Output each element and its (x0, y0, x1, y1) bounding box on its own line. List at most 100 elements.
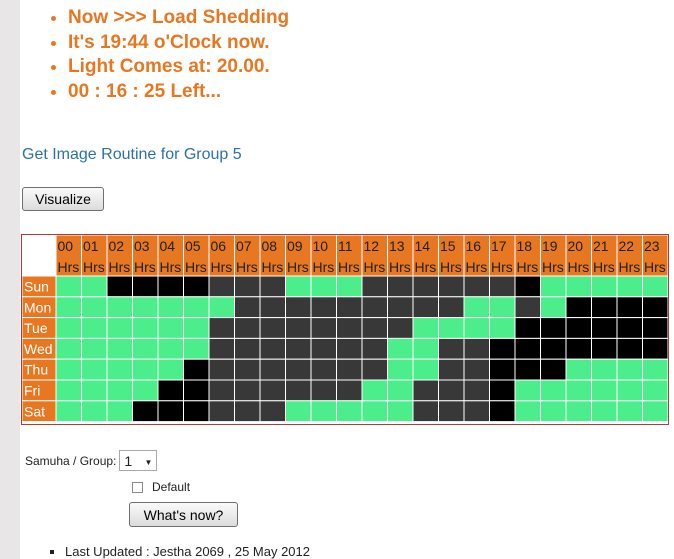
status-line-light-comes: Light Comes at: 20.00. (68, 55, 289, 80)
whats-now-button[interactable]: What's now? (129, 502, 238, 527)
schedule-cell (540, 275, 567, 298)
hour-header-number: 18 (517, 238, 533, 254)
schedule-cell (81, 275, 108, 298)
hour-header-number: 07 (236, 238, 252, 254)
schedule-cell (157, 275, 184, 298)
footer-info-list: Last Updated : Jestha 2069 , 25 May 2012 (46, 544, 310, 559)
hour-header-number: 10 (313, 238, 329, 254)
day-label: Fri (24, 383, 40, 399)
schedule-cell (387, 400, 414, 423)
day-label: Thu (24, 362, 48, 378)
hour-header-number: 09 (287, 238, 303, 254)
schedule-cell (565, 379, 592, 402)
schedule-cell (310, 400, 337, 423)
schedule-cell (616, 400, 643, 423)
day-label: Sun (24, 279, 49, 295)
schedule-cell (591, 379, 618, 402)
schedule-cell (463, 275, 490, 298)
hour-header-suffix: Hrs (644, 259, 666, 275)
schedule-cell (234, 296, 261, 319)
schedule-cell (336, 358, 363, 381)
schedule-cell (183, 317, 210, 339)
hour-header-number: 22 (619, 238, 635, 254)
hour-header-19 (540, 235, 567, 277)
hour-header-number: 17 (491, 238, 507, 254)
schedule-cell (489, 379, 516, 402)
schedule-cell (412, 358, 439, 381)
hour-header-09 (285, 235, 312, 277)
schedule-cell (336, 317, 363, 339)
last-updated-text: Last Updated : Jestha 2069 , 25 May 2012 (65, 544, 310, 559)
schedule-cell (259, 296, 286, 319)
default-label: Default (152, 480, 191, 494)
schedule-cell (361, 337, 388, 360)
schedule-cell (412, 317, 439, 339)
schedule-cell (438, 275, 465, 298)
hour-header-00 (55, 235, 82, 277)
schedule-cell (565, 317, 592, 339)
schedule-cell (514, 358, 541, 381)
schedule-cell (285, 337, 312, 360)
schedule-cell (259, 358, 286, 381)
schedule-cell (310, 379, 337, 402)
schedule-cell (489, 275, 516, 298)
group-select[interactable]: 1 ▼ (119, 450, 158, 471)
hour-header-number: 08 (262, 238, 278, 254)
hour-header-number: 03 (134, 238, 150, 254)
status-line-time: It's 19:44 o'Clock now. (68, 31, 289, 56)
hour-header-suffix: Hrs (236, 259, 258, 275)
schedule-cell (514, 317, 541, 339)
get-image-routine-link[interactable]: Get Image Routine for Group 5 (22, 146, 242, 163)
schedule-cell (387, 317, 414, 339)
hour-header-number: 11 (338, 238, 353, 254)
hour-header-16 (463, 235, 490, 277)
schedule-cell (540, 379, 567, 402)
schedule-cell (132, 296, 159, 319)
schedule-cell (336, 379, 363, 402)
schedule-cell (616, 317, 643, 339)
schedule-cell (81, 296, 108, 319)
schedule-cell (234, 400, 261, 423)
schedule-cell (387, 358, 414, 381)
schedule-cell (642, 317, 668, 339)
default-checkbox[interactable] (132, 481, 143, 493)
hour-header-number: 16 (466, 238, 482, 254)
schedule-cell (234, 317, 261, 339)
schedule-cell (183, 400, 210, 423)
hour-header-12 (361, 235, 388, 277)
hour-header-number: 20 (568, 238, 584, 254)
hour-header-number: 06 (211, 238, 227, 254)
load-shedding-status-list: Now >>> Load Shedding It's 19:44 o'Clock… (50, 6, 289, 104)
hour-header-suffix: Hrs (83, 259, 105, 275)
schedule-cell (642, 358, 668, 381)
schedule-cell (642, 400, 668, 423)
schedule-cell (565, 296, 592, 319)
schedule-cell (81, 379, 108, 402)
schedule-cell (234, 337, 261, 360)
schedule-cell (514, 400, 541, 423)
hour-header-number: 04 (160, 238, 176, 254)
default-option-row: Default (132, 480, 190, 494)
schedule-cell (106, 358, 133, 381)
schedule-cell (81, 317, 108, 339)
schedule-cell (361, 358, 388, 381)
schedule-cell (285, 379, 312, 402)
hour-header-number: 19 (542, 238, 558, 254)
day-label: Tue (24, 320, 48, 336)
hour-header-suffix: Hrs (389, 259, 411, 275)
schedule-cell (463, 400, 490, 423)
hour-header-suffix: Hrs (338, 259, 360, 275)
group-select-value: 1 (124, 452, 133, 469)
group-label: Samuha / Group: (25, 453, 117, 468)
schedule-cell (259, 400, 286, 423)
schedule-cell (361, 379, 388, 402)
visualize-button[interactable]: Visualize (22, 187, 104, 211)
schedule-cell (183, 337, 210, 360)
schedule-cell (183, 275, 210, 298)
schedule-cell (387, 275, 414, 298)
schedule-cell (208, 337, 235, 360)
schedule-cell (157, 317, 184, 339)
hour-header-suffix: Hrs (466, 259, 488, 275)
hour-header-suffix: Hrs (491, 259, 513, 275)
schedule-cell (208, 317, 235, 339)
